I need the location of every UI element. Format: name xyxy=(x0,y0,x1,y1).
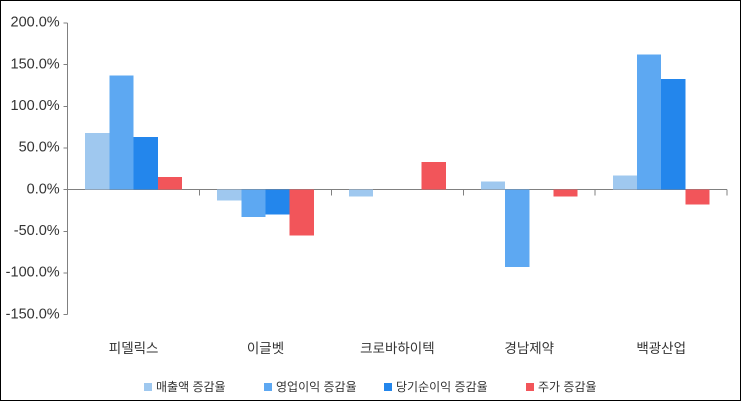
svg-text:100.0%: 100.0% xyxy=(11,98,60,114)
svg-text:0.0%: 0.0% xyxy=(27,181,60,197)
svg-text:경남제약: 경남제약 xyxy=(504,341,554,356)
svg-text:150.0%: 150.0% xyxy=(11,56,60,72)
svg-text:-50.0%: -50.0% xyxy=(14,223,60,239)
svg-text:-100.0%: -100.0% xyxy=(6,265,60,281)
svg-text:이글벳: 이글벳 xyxy=(247,341,284,356)
svg-text:백광산업: 백광산업 xyxy=(636,341,686,356)
svg-text:200.0%: 200.0% xyxy=(11,15,60,31)
svg-text:피델릭스: 피델릭스 xyxy=(109,341,159,356)
svg-text:-150.0%: -150.0% xyxy=(6,306,60,322)
svg-text:50.0%: 50.0% xyxy=(19,140,60,156)
svg-text:크로바하이텍: 크로바하이텍 xyxy=(360,341,435,356)
